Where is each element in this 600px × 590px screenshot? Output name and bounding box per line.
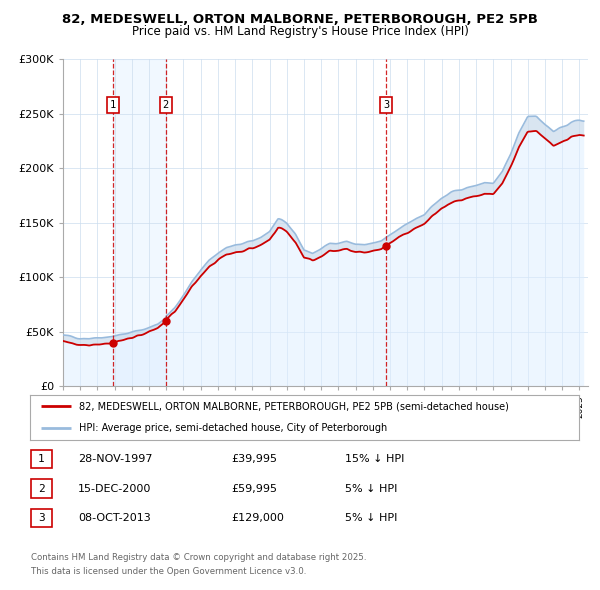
Text: 1: 1 <box>38 454 45 464</box>
Text: 15-DEC-2000: 15-DEC-2000 <box>78 484 151 493</box>
Text: 1: 1 <box>110 100 116 110</box>
Text: £129,000: £129,000 <box>231 513 284 523</box>
Text: 08-OCT-2013: 08-OCT-2013 <box>78 513 151 523</box>
Text: 5% ↓ HPI: 5% ↓ HPI <box>345 513 397 523</box>
Text: 5% ↓ HPI: 5% ↓ HPI <box>345 484 397 493</box>
Text: Price paid vs. HM Land Registry's House Price Index (HPI): Price paid vs. HM Land Registry's House … <box>131 25 469 38</box>
Bar <box>113 59 166 386</box>
Text: Contains HM Land Registry data © Crown copyright and database right 2025.
This d: Contains HM Land Registry data © Crown c… <box>31 553 367 576</box>
Text: 2: 2 <box>163 100 169 110</box>
Text: 82, MEDESWELL, ORTON MALBORNE, PETERBOROUGH, PE2 5PB: 82, MEDESWELL, ORTON MALBORNE, PETERBORO… <box>62 13 538 26</box>
Text: 15% ↓ HPI: 15% ↓ HPI <box>345 454 404 464</box>
Text: £59,995: £59,995 <box>231 484 277 493</box>
Text: 3: 3 <box>383 100 389 110</box>
Text: HPI: Average price, semi-detached house, City of Peterborough: HPI: Average price, semi-detached house,… <box>79 424 388 434</box>
Text: 82, MEDESWELL, ORTON MALBORNE, PETERBOROUGH, PE2 5PB (semi-detached house): 82, MEDESWELL, ORTON MALBORNE, PETERBORO… <box>79 401 509 411</box>
Text: 28-NOV-1997: 28-NOV-1997 <box>78 454 152 464</box>
Text: 2: 2 <box>38 484 45 493</box>
Text: £39,995: £39,995 <box>231 454 277 464</box>
Text: 3: 3 <box>38 513 45 523</box>
